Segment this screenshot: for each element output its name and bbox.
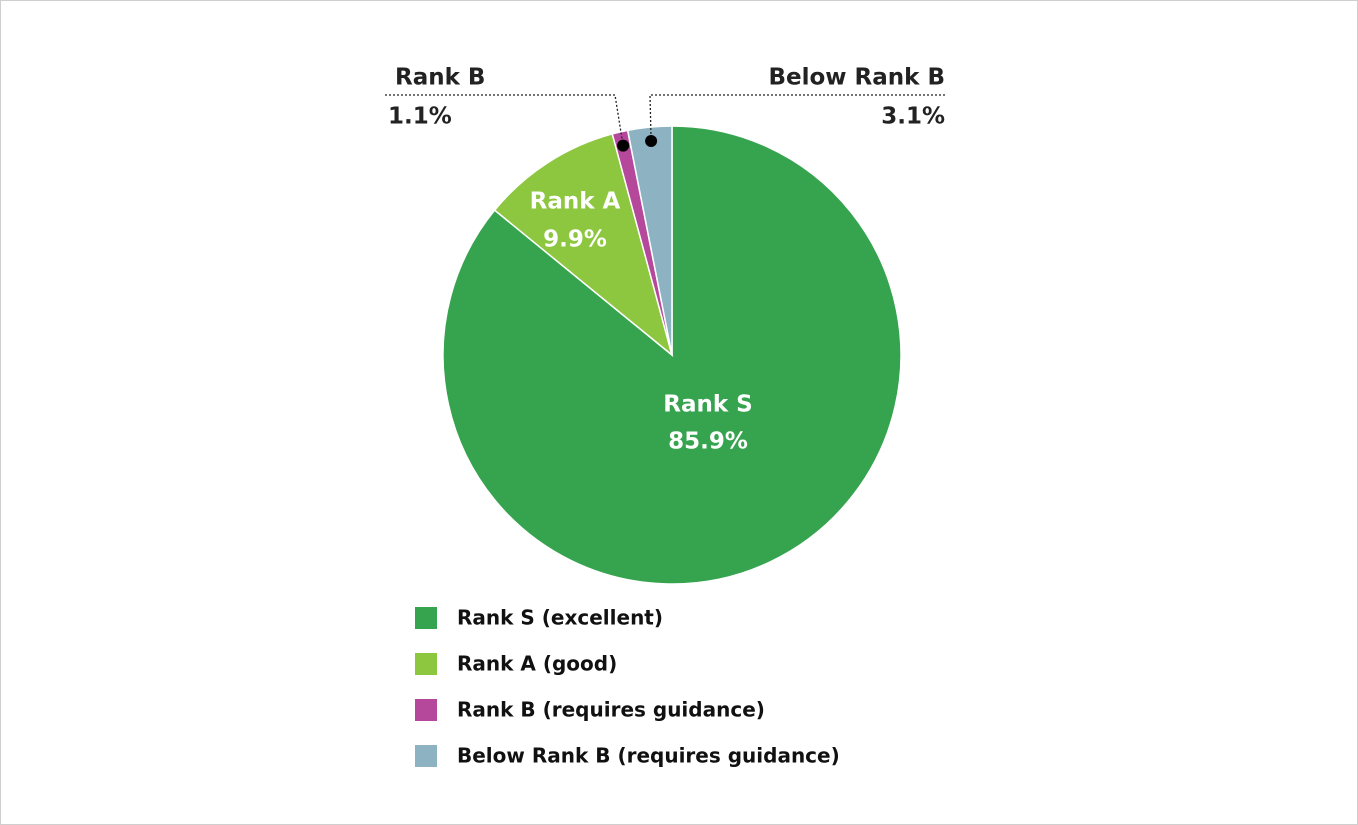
labels: Rank S 85.9% Rank A 9.9% Rank B 1.1% Below Ran… bbox=[385, 65, 945, 455]
leader-line bbox=[385, 94, 624, 146]
leader-dot bbox=[617, 139, 630, 152]
legend-label: Below Rank B (requires guidance) bbox=[457, 744, 840, 768]
leader-line bbox=[649, 94, 945, 142]
legend-swatch bbox=[415, 745, 437, 767]
slice-label: Rank A bbox=[530, 189, 621, 215]
slice-label: Rank B bbox=[395, 65, 485, 91]
legend-swatch bbox=[415, 699, 437, 721]
legend-label: Rank B (requires guidance) bbox=[457, 698, 765, 722]
pie-slice bbox=[626, 125, 673, 356]
slice-label: Rank S bbox=[663, 392, 752, 418]
value-label: 9.9% bbox=[543, 227, 607, 253]
legend-swatch bbox=[415, 653, 437, 675]
pie-slice bbox=[493, 133, 674, 358]
value-label: 3.1% bbox=[881, 104, 945, 130]
pie bbox=[442, 125, 902, 585]
legend-label: Rank A (good) bbox=[457, 652, 617, 676]
leader-dot bbox=[645, 135, 658, 148]
legend-swatch bbox=[415, 607, 437, 629]
legend: Rank S (excellent) Rank A (good) Rank B (r… bbox=[415, 606, 840, 768]
value-label: 85.9% bbox=[668, 429, 748, 455]
value-label: 1.1% bbox=[388, 104, 452, 130]
slice-label: Below Rank B bbox=[768, 65, 945, 91]
legend-label: Rank S (excellent) bbox=[457, 606, 663, 630]
